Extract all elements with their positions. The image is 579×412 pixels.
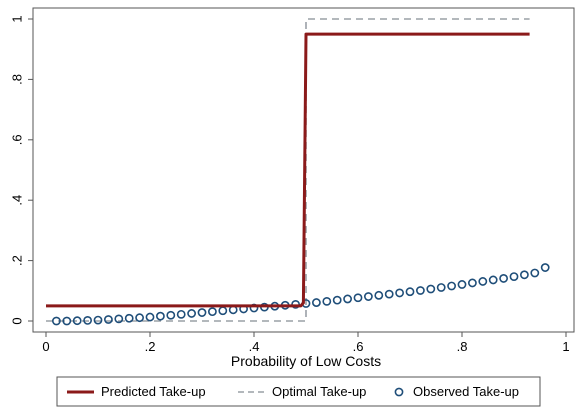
observed-point (62, 316, 72, 326)
observed-point (322, 296, 332, 306)
legend-label-predicted: Predicted Take-up (101, 384, 206, 399)
legend-label-observed: Observed Take-up (413, 384, 519, 399)
observed-point (499, 274, 508, 283)
y-tick-label: .4 (9, 195, 24, 206)
y-axis: 0 .2 .4 .6 .8 1 (9, 15, 33, 325)
observed-point (436, 283, 446, 292)
x-tick-label: .8 (457, 339, 468, 354)
observed-point (176, 309, 186, 319)
observed-point (332, 295, 342, 305)
y-tick-label: 0 (9, 317, 24, 324)
x-tick-label: 1 (562, 339, 569, 354)
observed-point (187, 309, 196, 318)
observed-point (405, 287, 415, 297)
legend: Predicted Take-up Optimal Take-up Observ… (56, 376, 541, 407)
observed-point (114, 314, 124, 324)
x-tick-label: .2 (145, 339, 156, 354)
observed-point (311, 298, 321, 307)
observed-point (83, 315, 92, 325)
observed-point (145, 312, 155, 322)
observed-point (415, 286, 425, 295)
observed-point (467, 278, 477, 288)
y-tick-label: 1 (9, 15, 24, 22)
observed-point (384, 289, 394, 299)
observed-point (72, 316, 82, 326)
observed-point (426, 284, 436, 294)
observed-point (520, 270, 529, 280)
legend-swatch-observed (394, 387, 404, 397)
observed-point (353, 293, 363, 303)
x-tick-label: .4 (249, 339, 260, 354)
observed-point (291, 299, 300, 309)
observed-point (374, 290, 384, 300)
observed-point (395, 288, 404, 298)
observed-point (104, 315, 113, 324)
observed-point (363, 292, 373, 301)
observed-point (207, 307, 217, 317)
observed-point (155, 311, 165, 321)
y-tick-label: .2 (9, 255, 24, 266)
observed-point (540, 263, 550, 272)
x-axis: 0 .2 .4 .6 .8 1 (42, 332, 570, 354)
x-axis-title: Probability of Low Costs (231, 353, 381, 369)
series-line-predicted-take-up (46, 32, 530, 308)
observed-point (530, 268, 540, 278)
y-tick-label: .6 (9, 134, 24, 145)
observed-point (457, 280, 467, 289)
observed-point (447, 281, 456, 291)
observed-point (93, 315, 103, 325)
x-tick-label: 0 (42, 339, 49, 354)
observed-point (135, 313, 144, 323)
observed-point (52, 316, 61, 326)
observed-point (478, 277, 488, 286)
legend-label-optimal: Optimal Take-up (272, 384, 366, 399)
x-tick-label: .6 (353, 339, 364, 354)
y-tick-label: .8 (9, 74, 24, 85)
series-layer (46, 18, 550, 326)
observed-point (124, 313, 134, 323)
observed-point (488, 275, 498, 285)
legend-box (56, 376, 541, 407)
observed-point (197, 308, 207, 317)
observed-point (343, 294, 352, 304)
observed-point (509, 272, 519, 282)
observed-point (166, 310, 176, 320)
